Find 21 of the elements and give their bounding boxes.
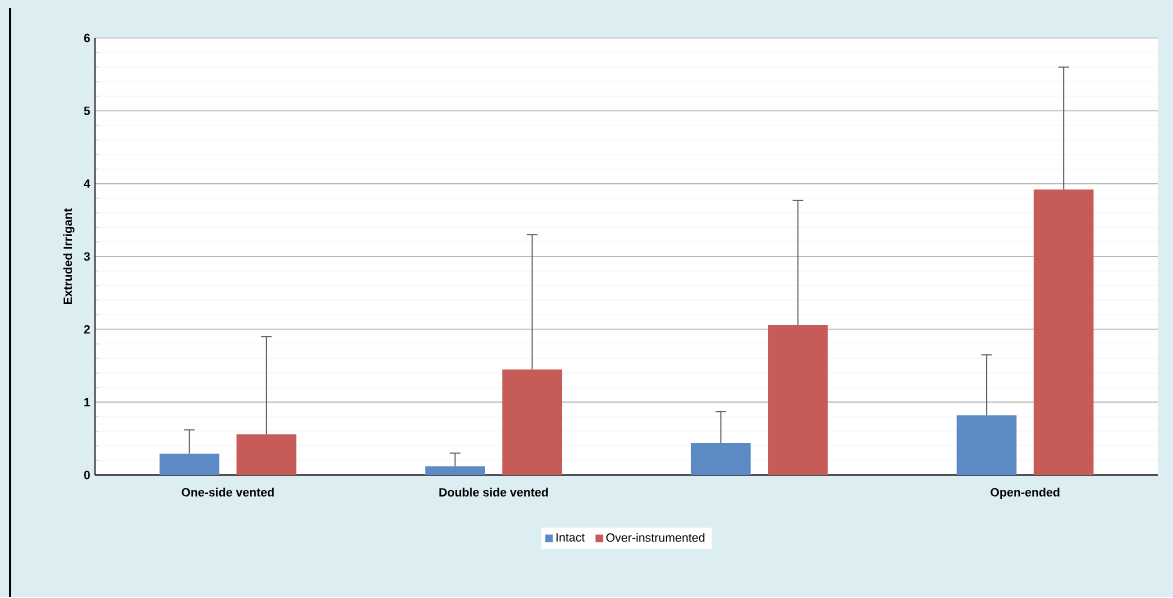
bar — [690, 442, 751, 475]
y-tick-label: 4 — [83, 179, 91, 188]
bar — [425, 466, 485, 475]
y-tick-label: 1 — [84, 398, 90, 407]
bar — [1033, 189, 1094, 475]
y-tick-label: 6 — [84, 33, 90, 43]
y-tick-label: 0 — [84, 470, 90, 480]
y-tick-label: 3 — [83, 252, 90, 261]
y-axis-title: Extruded Irrigant — [63, 208, 75, 305]
bar — [768, 324, 828, 475]
y-tick-label: 5 — [84, 106, 90, 116]
bar — [956, 415, 1017, 475]
legend-label: Over-instrumented — [606, 533, 705, 542]
bar — [236, 434, 297, 475]
x-tick-label: One-side vented — [181, 487, 274, 497]
bar — [159, 453, 220, 475]
bar — [502, 369, 563, 475]
legend-label: Intact — [556, 533, 585, 542]
x-tick-label: Open-ended — [990, 487, 1060, 499]
y-tick-label: 2 — [84, 325, 90, 334]
x-tick-label: Double side vented — [439, 487, 548, 497]
